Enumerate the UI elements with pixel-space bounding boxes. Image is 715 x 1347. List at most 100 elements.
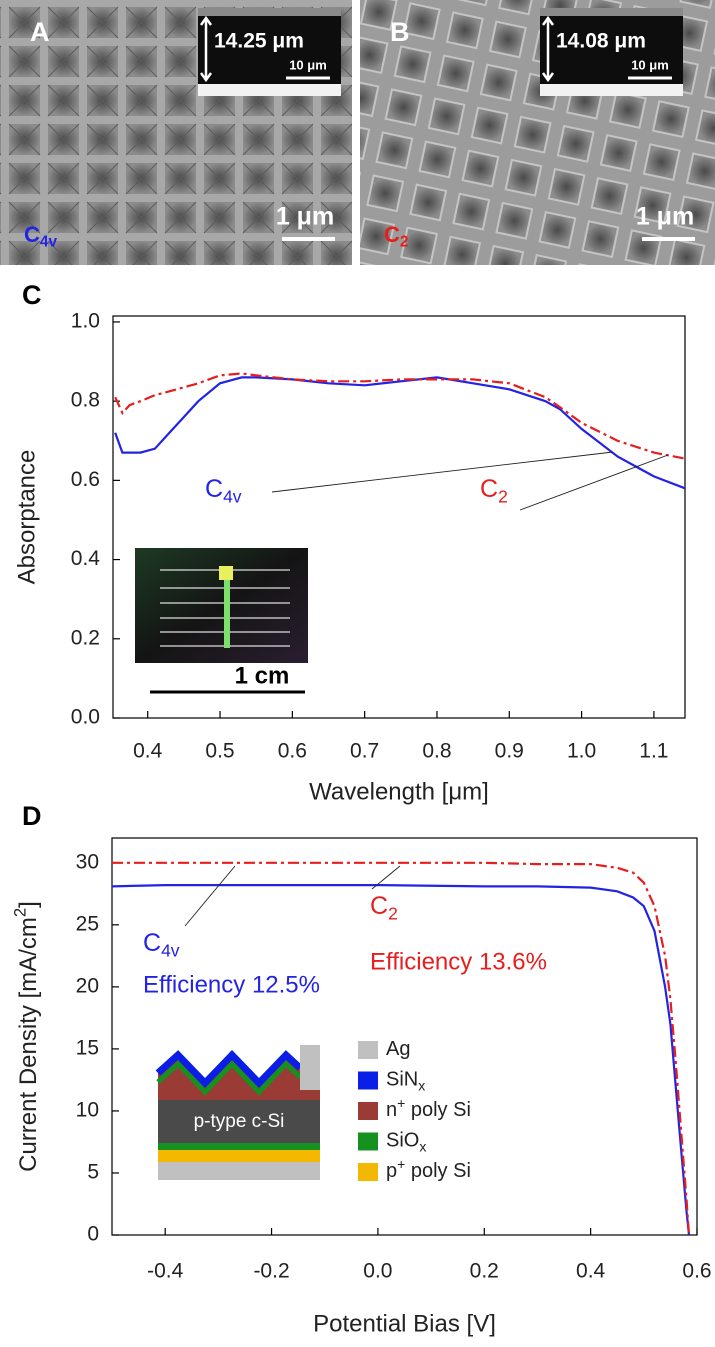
legend-label: SiNx: [386, 1069, 425, 1093]
text-part: Ag: [386, 1038, 410, 1060]
text-part: SiO: [386, 1130, 419, 1152]
y-tick-label: 5: [87, 1161, 99, 1184]
y-tick-label: 15: [76, 1036, 99, 1059]
layer-siox-front: [156, 1060, 302, 1096]
text-part: ]: [15, 901, 42, 908]
x-axis-title: Potential Bias [V]: [313, 1310, 496, 1337]
y-tick-label: 0.2: [71, 626, 100, 649]
text-part: 4v: [223, 486, 242, 506]
text-part: +: [397, 1156, 405, 1172]
text-part: n: [386, 1099, 397, 1121]
y-axis-title: Absorptance: [13, 450, 40, 585]
text-part: poly Si: [405, 1099, 471, 1121]
series-label: C2: [370, 892, 398, 924]
series-label: C2: [480, 475, 508, 507]
thickness-label: 14.25 μm: [214, 30, 304, 53]
legend-swatch: [358, 1163, 378, 1181]
thickness-arrow: [199, 15, 213, 83]
series-label: C4v: [143, 929, 180, 961]
y-tick-label: 0.8: [71, 389, 100, 412]
inset-surface: [540, 8, 683, 16]
inset-surface: [198, 8, 341, 16]
panel-label: A: [30, 17, 50, 47]
leader-line: [371, 865, 401, 890]
x-tick-label: 0.4: [133, 740, 163, 763]
layer-c-si: [158, 1100, 320, 1143]
panel-label: B: [390, 17, 410, 47]
legend-label: Ag: [386, 1038, 410, 1060]
series-line: [112, 861, 691, 1236]
thickness-arrow: [541, 15, 555, 83]
thickness-label: 14.08 μm: [556, 30, 646, 53]
text-part: C: [24, 222, 40, 247]
inset-scale-label: 10 μm: [289, 57, 327, 72]
text-part: C: [143, 929, 161, 957]
text-part: C: [370, 892, 388, 920]
text-part: 2: [388, 903, 398, 923]
layer-siox: [158, 1143, 320, 1150]
inset-substrate: [540, 84, 683, 96]
x-tick-label: 0.2: [470, 1260, 499, 1283]
y-tick-label: 0.6: [71, 468, 100, 491]
text-part: C: [384, 222, 400, 247]
x-tick-label: 0.6: [682, 1260, 711, 1283]
text-part: 4v: [161, 940, 180, 960]
scale-label: 1 μm: [636, 203, 694, 231]
leader-line: [184, 865, 236, 927]
inset-substrate: [198, 84, 341, 96]
y-tick-label: 0.0: [71, 706, 100, 729]
x-tick-label: 0.9: [495, 740, 524, 763]
layer-sinx: [155, 1049, 303, 1089]
inset-scale-label: 10 μm: [631, 57, 669, 72]
text-part: poly Si: [405, 1160, 471, 1182]
y-tick-label: 25: [76, 912, 99, 935]
x-tick-label: 1.1: [639, 740, 668, 763]
x-tick-label: -0.4: [147, 1260, 184, 1283]
photo-scale-label: 1 cm: [235, 662, 290, 689]
x-tick-label: 0.7: [350, 740, 379, 763]
x-tick-label: 0.5: [205, 740, 234, 763]
y-tick-label: 1.0: [71, 309, 100, 332]
text-part: x: [418, 1077, 425, 1093]
text-part: Current Density [mA/cm: [15, 917, 42, 1172]
series-line: [114, 372, 686, 460]
text-part: 2: [400, 234, 409, 251]
busbar: [224, 568, 230, 648]
y-tick-label: 0.4: [71, 547, 101, 570]
x-axis-title: Wavelength [μm]: [309, 778, 489, 805]
layer-label: p-type c-Si: [194, 1111, 285, 1132]
inset-image: [540, 8, 683, 96]
legend-swatch: [358, 1132, 378, 1151]
efficiency-label: Efficiency 12.5%: [143, 971, 320, 998]
y-tick-label: 20: [76, 974, 99, 997]
x-tick-label: 1.0: [567, 740, 596, 763]
y-tick-label: 0: [87, 1223, 99, 1246]
y-tick-label: 30: [76, 850, 99, 873]
text-part: x: [419, 1138, 426, 1154]
legend-label: n+ poly Si: [386, 1095, 471, 1122]
legend-label: p+ poly Si: [386, 1156, 471, 1183]
legend-swatch: [358, 1041, 378, 1059]
y-axis-title: Current Density [mA/cm2]: [11, 901, 42, 1172]
leader-line: [519, 454, 669, 511]
efficiency-label: Efficiency 13.6%: [370, 948, 547, 975]
text-part: p: [386, 1160, 397, 1182]
text-part: +: [397, 1095, 405, 1111]
text-part: C: [480, 475, 498, 503]
text-part: SiN: [386, 1069, 418, 1091]
panel-label: C: [22, 280, 42, 310]
series-label: C4v: [205, 475, 242, 507]
plot-frame: [112, 315, 686, 719]
text-part: C: [205, 475, 223, 503]
leader-line: [271, 451, 614, 493]
symmetry-label: C4v: [24, 222, 57, 251]
y-tick-label: 10: [76, 1098, 99, 1121]
x-tick-label: 0.4: [576, 1260, 606, 1283]
plot-frame: [111, 837, 698, 1236]
series-line: [111, 884, 691, 1236]
x-tick-label: 0.8: [422, 740, 451, 763]
text-part: 4v: [40, 234, 58, 251]
text-part: 2: [498, 486, 508, 506]
legend-swatch: [358, 1102, 378, 1120]
